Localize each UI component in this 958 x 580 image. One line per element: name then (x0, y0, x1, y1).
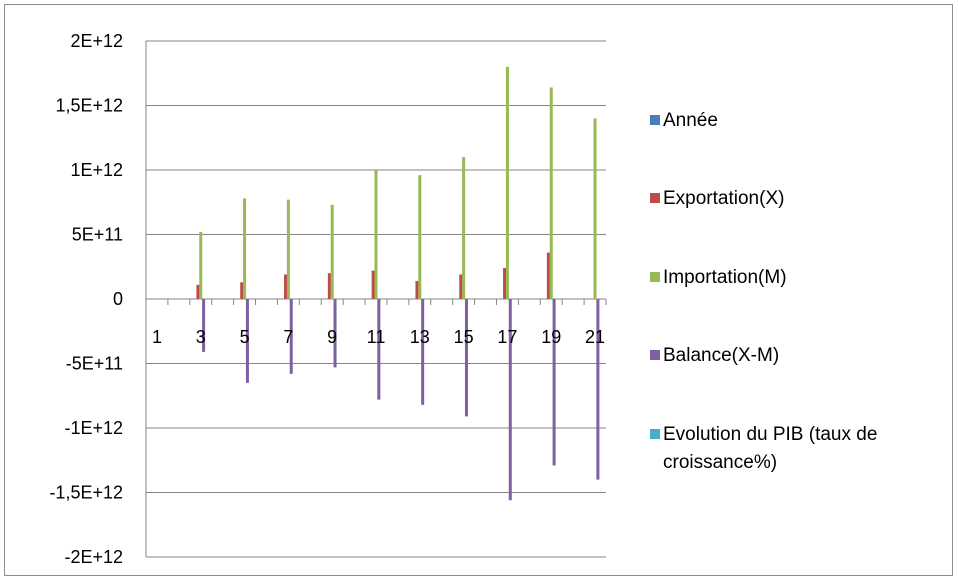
bar-exportation-x (415, 280, 419, 299)
legend-label: Evolution du PIB (taux de (663, 424, 877, 445)
gridlines (146, 40, 606, 558)
legend-label: Exportation(X) (663, 188, 784, 209)
x-tick-label: 3 (196, 327, 206, 347)
y-tick-label: 1,5E+12 (55, 96, 123, 116)
bar-exportation-x (546, 252, 550, 299)
legend-label: Balance(X-M) (663, 345, 779, 366)
bar-exportation-x (503, 268, 507, 299)
axes (145, 41, 607, 557)
y-tick-label: 1E+12 (70, 160, 123, 180)
bar-importation-m (330, 204, 334, 299)
legend-label: croissance%) (663, 452, 777, 473)
x-tick-label: 19 (541, 327, 561, 347)
bar-exportation-x (327, 273, 331, 299)
bar-balance-x-m (421, 299, 425, 405)
x-tick-label: 17 (497, 327, 517, 347)
x-tick-label: 11 (367, 327, 386, 347)
x-tick-label: 1 (152, 327, 162, 347)
bar-importation-m (462, 157, 466, 299)
y-tick-label: 2E+12 (70, 31, 123, 51)
legend-swatch (650, 429, 660, 439)
bar-balance-x-m (202, 299, 206, 352)
y-tick-label: -1,5E+12 (49, 483, 123, 503)
legend-swatch (650, 193, 660, 203)
legend-swatch (650, 350, 660, 360)
bar-importation-m (374, 170, 378, 299)
x-tick-label: 21 (585, 327, 605, 347)
bar-balance-x-m (596, 299, 600, 480)
legend-label: Importation(M) (663, 267, 787, 288)
legend-swatch (650, 115, 660, 125)
x-tick-label: 13 (410, 327, 430, 347)
y-tick-label: 5E+11 (72, 225, 123, 245)
bar-balance-x-m (464, 299, 468, 417)
y-tick-label: -1E+12 (64, 418, 123, 438)
bars (196, 66, 600, 501)
legend-swatch (650, 272, 660, 282)
y-tick-label: 0 (113, 289, 123, 309)
x-tick-label: 9 (327, 327, 337, 347)
x-tick-label: 7 (283, 327, 293, 347)
bar-exportation-x (459, 274, 463, 299)
bar-importation-m (286, 199, 290, 299)
bar-balance-x-m (333, 299, 337, 368)
bar-balance-x-m (508, 299, 512, 501)
bar-balance-x-m (289, 299, 293, 374)
bar-exportation-x (240, 282, 244, 299)
legend: Année Exportation(X) Importation(M) Balance… (650, 110, 877, 473)
bar-exportation-x (284, 274, 288, 299)
bar-importation-m (199, 231, 203, 299)
bar-exportation-x (196, 284, 200, 299)
bar-balance-x-m (245, 299, 249, 383)
y-tick-label: -2E+12 (64, 547, 123, 567)
x-tick-label: 5 (240, 327, 250, 347)
bar-importation-m (549, 87, 553, 299)
legend-label: Année (663, 110, 718, 131)
chart-frame (4, 4, 953, 576)
x-tick-label: 15 (454, 327, 474, 347)
bar-balance-x-m (377, 299, 381, 400)
y-tick-label: -5E+11 (66, 354, 123, 374)
bar-balance-x-m (552, 299, 556, 466)
bar-importation-m (593, 118, 597, 300)
y-tick-labels: 2E+12 1,5E+12 1E+12 5E+11 0 -5E+11 -1E+12 -1,5E… (49, 31, 123, 567)
bar-importation-m (418, 175, 422, 299)
x-tick-labels: 1 3 5 7 9 11 13 15 17 19 21 (152, 327, 605, 347)
bar-importation-m (243, 198, 247, 299)
bar-importation-m (505, 66, 509, 299)
bar-exportation-x (371, 270, 375, 299)
